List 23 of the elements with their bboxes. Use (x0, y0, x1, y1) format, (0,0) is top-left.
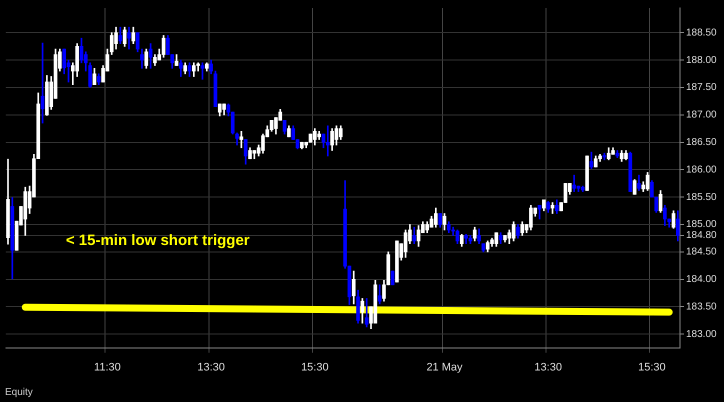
y-tick-label: 186.50 (686, 137, 718, 148)
text: Equity (5, 387, 33, 398)
y-tick-label: 184.00 (686, 274, 718, 286)
x-tick-label: 21 May (426, 361, 464, 374)
x-tick-label: 15:30 (638, 361, 666, 374)
y-tick-label: 184.80 (686, 230, 718, 242)
x-tick-label: 13:30 (534, 361, 562, 374)
annotation: < 15-min low short trigger (66, 232, 250, 249)
x-tick-label: 11:30 (94, 361, 121, 374)
y-tick-label: 187.00 (686, 110, 718, 121)
x-tick-label: 15:30 (301, 361, 329, 374)
y-tick-label: 188.50 (686, 27, 718, 38)
y-tick-label: 186.00 (686, 164, 718, 176)
y-tick-label: 184.50 (686, 246, 718, 258)
y-tick-label: 185.50 (686, 192, 718, 203)
candlestick (40, 42, 44, 124)
y-tick-label: 187.50 (686, 82, 718, 94)
y-tick-label: 183.50 (686, 301, 718, 312)
candlestick (200, 62, 204, 80)
y-tick-label: 183.00 (686, 328, 718, 340)
y-tick-label: 185.00 (686, 219, 718, 230)
y-tick-label: 188.00 (686, 54, 718, 66)
x-tick-label: 13:30 (197, 361, 225, 374)
